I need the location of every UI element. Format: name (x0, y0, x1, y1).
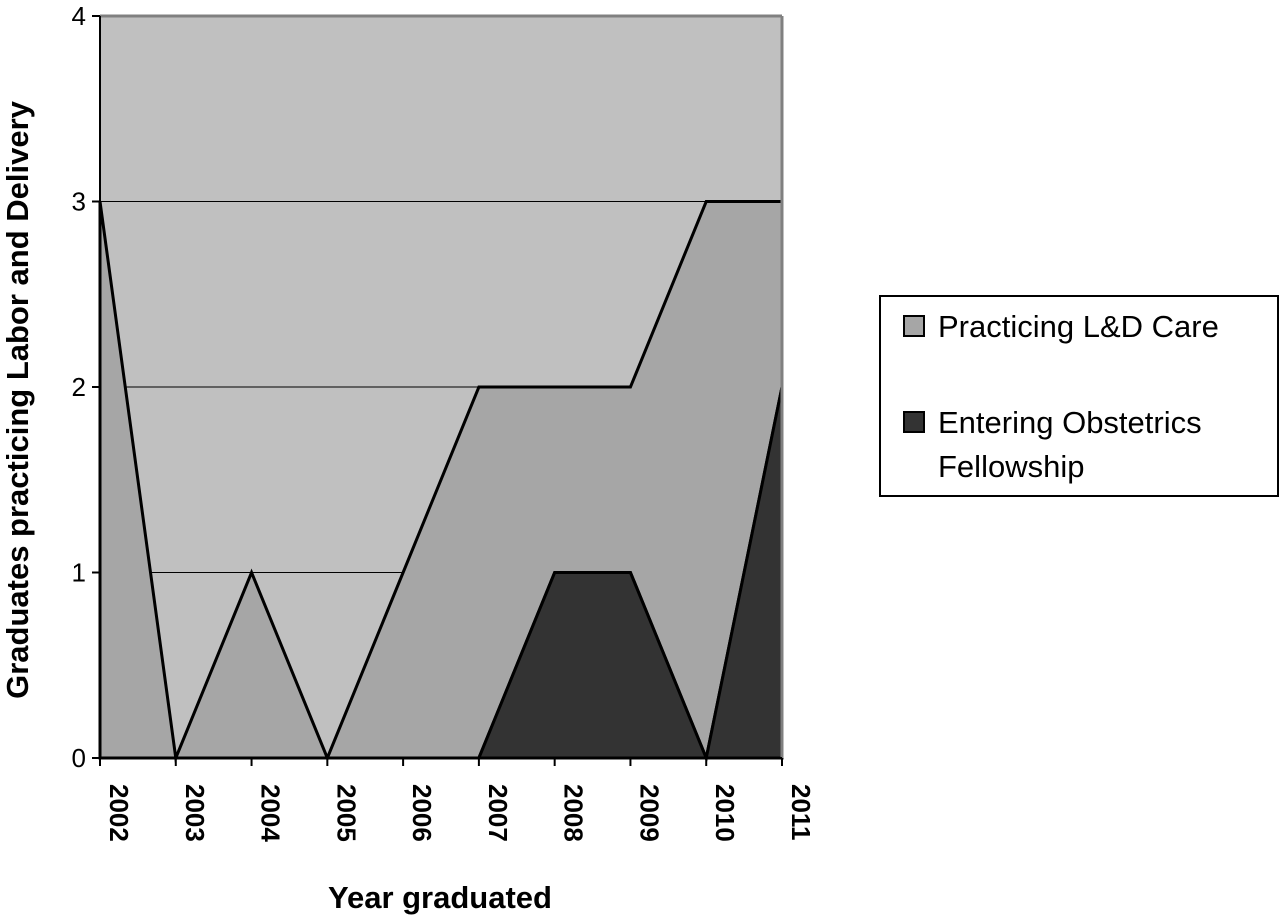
x-axis-title: Year graduated (328, 880, 552, 915)
data-point-practicing (705, 201, 707, 202)
data-point-fellowship (629, 572, 631, 573)
y-axis: 0 1 2 3 4 (72, 1, 100, 773)
legend-box (879, 295, 1279, 497)
data-point-practicing (554, 386, 556, 388)
x-tick-label: 2007 (483, 784, 513, 842)
data-point-practicing (478, 386, 480, 388)
data-point-practicing (629, 386, 631, 388)
x-tick-label: 2008 (559, 784, 589, 842)
x-tick-label: 2003 (180, 784, 210, 842)
data-point-practicing (251, 572, 253, 573)
y-tick-label: 4 (72, 1, 86, 31)
x-axis: 2002 2003 2004 2005 2006 2007 2008 2009 2010 2011 (99, 758, 816, 842)
x-tick-label: 2009 (634, 784, 664, 842)
x-tick-label: 2006 (407, 784, 437, 842)
x-tick-label: 2010 (710, 784, 740, 842)
data-point-fellowship (554, 572, 556, 573)
legend-label: Fellowship (938, 449, 1084, 484)
legend-swatch (903, 315, 925, 337)
data-point-practicing (402, 572, 404, 573)
legend: Practicing L&D Care Entering Obstetrics Fe… (879, 295, 1279, 497)
y-axis-title: Graduates practicing Labor and Delivery (0, 100, 35, 699)
y-tick-label: 2 (72, 372, 86, 402)
x-tick-label: 2011 (786, 784, 816, 840)
y-tick-label: 3 (72, 187, 86, 217)
legend-swatch (903, 411, 925, 433)
plot-area (98, 14, 784, 764)
x-tick-label: 2004 (256, 784, 286, 842)
legend-label: Practicing L&D Care (938, 309, 1219, 344)
legend-label: Entering Obstetrics (938, 405, 1202, 440)
x-tick-label: 2005 (331, 784, 361, 842)
x-tick-label: 2002 (104, 784, 134, 842)
y-tick-label: 0 (72, 743, 86, 773)
y-tick-label: 1 (72, 558, 86, 588)
